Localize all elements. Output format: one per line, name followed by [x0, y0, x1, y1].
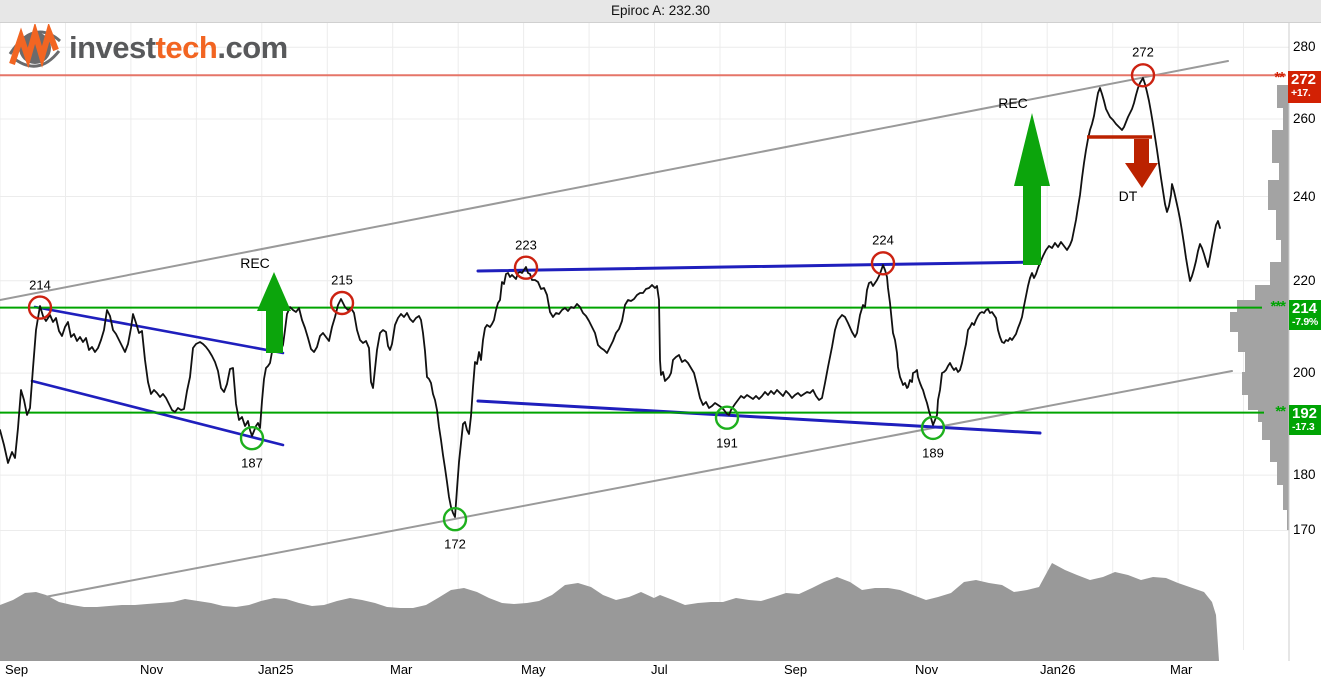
x-axis-label-May: May [521, 662, 546, 677]
volume-profile-bar [1283, 485, 1289, 510]
support-191-189 [476, 399, 1042, 435]
x-axis-label-Mar: Mar [390, 662, 413, 677]
logo-com: .com [217, 30, 288, 65]
badge-change: -17.3 [1292, 421, 1315, 433]
x-axis-label-Nov: Nov [140, 662, 164, 677]
support-badge-192: 192 -17.3 [1289, 405, 1321, 435]
buy-arrow-right [1014, 113, 1050, 265]
volume-profile-bar [1276, 210, 1289, 240]
price-line [0, 77, 1221, 518]
resistance-point-circle [329, 290, 355, 316]
y-axis-label-220: 220 [1293, 272, 1316, 288]
badge-value: 214 [1292, 300, 1318, 317]
rec-label-left: REC [240, 255, 270, 271]
x-axis-label-Sep: Sep [784, 662, 808, 677]
badge-value: 272 [1291, 71, 1317, 88]
point-label-215: 215 [331, 272, 353, 288]
x-axis-label-Sep: Sep [5, 662, 29, 677]
resistance-point-circle [27, 295, 53, 320]
signal-stars: ** [1274, 69, 1285, 86]
rising-channel-upper [0, 60, 1229, 301]
badge-change: +17. [1291, 87, 1311, 99]
x-axis-label-Jul: Jul [651, 662, 668, 677]
volume-profile-bar [1262, 422, 1289, 440]
volume-profile-bar [1270, 262, 1289, 285]
volume-profile-bar [1277, 462, 1289, 485]
point-label-191: 191 [716, 435, 738, 451]
volume-profile-bar [1258, 410, 1289, 422]
y-axis-label-170: 170 [1293, 522, 1316, 538]
volume-profile-bar [1242, 372, 1289, 395]
volume-profile-bar [1245, 352, 1289, 372]
point-label-224: 224 [872, 232, 894, 248]
volume-profile-bar [1230, 312, 1289, 332]
support-point-circle [239, 426, 265, 451]
signal-stars: ** [1275, 403, 1286, 420]
volume-profile-bar [1281, 240, 1289, 262]
investtech-logo-text: investtech.com [69, 30, 288, 66]
volume-profile-bar [1279, 163, 1289, 180]
badge-value: 192 [1292, 405, 1318, 422]
x-axis-label-Jan25: Jan25 [258, 662, 294, 677]
investtech-logo: investtech.com [8, 24, 288, 72]
y-axis-label-240: 240 [1293, 188, 1316, 204]
falling-channel-upper [33, 305, 285, 355]
title-bar: Epiroc A: 232.30 [0, 0, 1321, 23]
x-axis-label-Jan26: Jan26 [1040, 662, 1076, 677]
investtech-logo-icon [8, 24, 61, 69]
volume-area [0, 563, 1219, 661]
signal-stars: *** [1270, 298, 1286, 315]
sell-arrow-dt [1125, 139, 1158, 188]
rising-channel-lower [44, 370, 1233, 598]
resistance-point-circle [513, 255, 539, 280]
resistance-point-circle [870, 251, 896, 276]
x-axis-label-Nov: Nov [915, 662, 939, 677]
volume-profile-bar [1255, 285, 1289, 300]
support-badge-214: 214 -7.9% [1289, 300, 1321, 330]
volume-profile-bar [1270, 440, 1289, 462]
volume-profile-bar [1283, 108, 1289, 130]
volume-profile-bar [1248, 395, 1289, 410]
volume-profile-bar [1268, 180, 1289, 210]
point-label-223: 223 [515, 237, 537, 253]
page-title: Epiroc A: 232.30 [610, 3, 711, 18]
double-top-label: DT [1118, 188, 1138, 204]
point-label-272: 272 [1132, 44, 1154, 60]
support-point-circle [714, 405, 740, 430]
support-point-circle [442, 507, 468, 532]
resistance-point-circle [1130, 63, 1156, 88]
volume-profile-bar [1277, 85, 1289, 108]
logo-invest: invest [69, 30, 156, 65]
support-point-circle [920, 415, 946, 441]
volume-profile-bar [1238, 332, 1289, 352]
resistance-223-224 [476, 260, 1042, 273]
point-label-189: 189 [922, 445, 944, 461]
y-axis-label-180: 180 [1293, 467, 1316, 483]
volume-profile-bar [1287, 510, 1289, 530]
point-label-187: 187 [241, 455, 263, 471]
badge-change: -7.9% [1292, 316, 1318, 328]
buy-arrow-left [257, 272, 291, 353]
point-label-214: 214 [29, 277, 51, 293]
target-272: 272 +17. [1288, 71, 1321, 103]
y-axis-label-200: 200 [1293, 365, 1316, 381]
volume-profile-bar [1237, 300, 1289, 312]
y-axis-label-280: 280 [1293, 39, 1316, 55]
logo-tech: tech [155, 30, 218, 65]
volume-profile-bar [1272, 130, 1289, 163]
x-axis-label-Mar: Mar [1170, 662, 1193, 677]
point-label-172: 172 [444, 536, 466, 552]
y-axis-label-260: 260 [1293, 110, 1316, 126]
rec-label-right: REC [998, 95, 1028, 111]
